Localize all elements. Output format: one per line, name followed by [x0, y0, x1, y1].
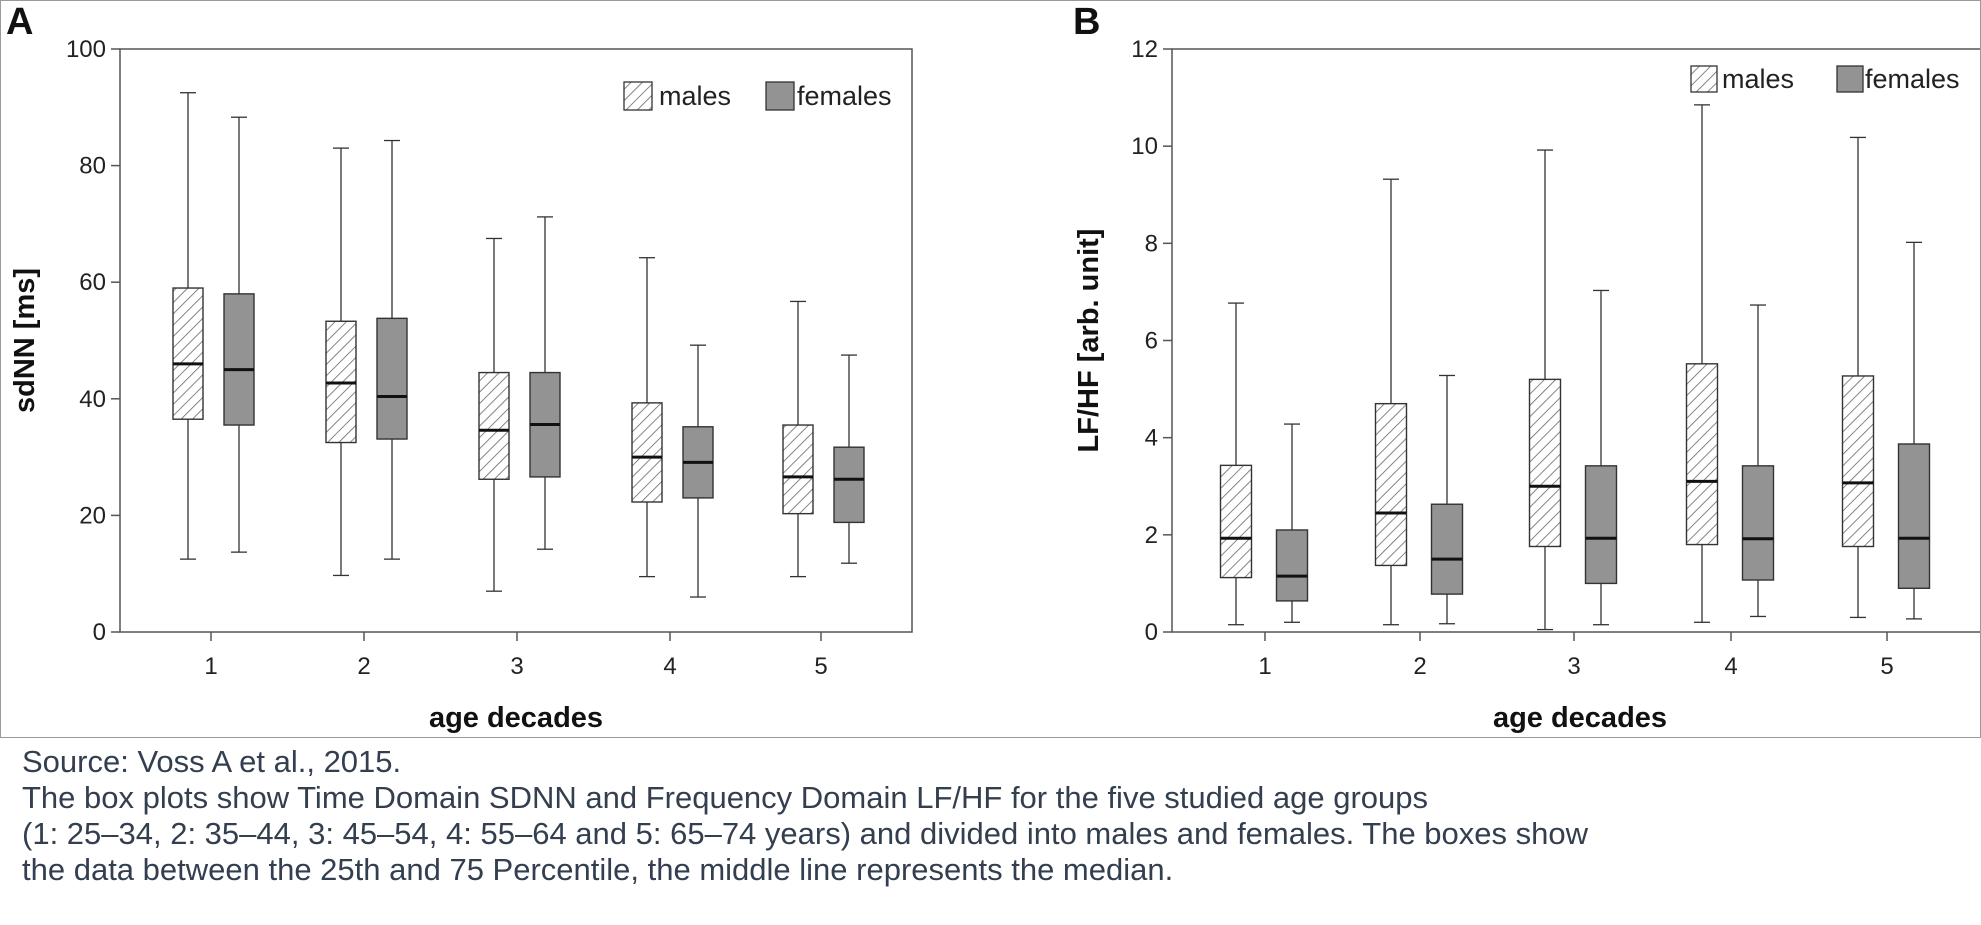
pa-x-axis-title: age decades	[429, 702, 603, 734]
pb-y-tick-label: 12	[1131, 36, 1158, 63]
pa-plot-frame	[119, 48, 913, 633]
pb-legend-swatch-males	[1690, 65, 1718, 93]
pb-males-3-box	[1528, 378, 1562, 548]
pa-x-tick-label: 5	[814, 653, 827, 680]
pa-y-tick-label: 40	[79, 386, 106, 413]
pa-legend-label-females: females	[797, 81, 892, 111]
pa-y-tick-label: 100	[66, 36, 106, 63]
pb-y-tick-label: 6	[1145, 328, 1158, 355]
pb-x-axis-title: age decades	[1493, 702, 1667, 734]
panel-letter-b: B	[1073, 1, 1100, 43]
pb-males-2-box	[1374, 402, 1408, 567]
caption-source: Source: Voss A et al., 2015.	[22, 744, 402, 779]
panel-letter-a: A	[6, 1, 33, 43]
pa-legend-label-males: males	[659, 81, 731, 111]
pa-x-tick-label: 2	[357, 653, 370, 680]
pb-y-tick-label: 2	[1145, 522, 1158, 549]
caption: Source: Voss A et al., 2015. The box plo…	[22, 744, 1962, 888]
pb-legend-swatch-females	[1836, 65, 1864, 93]
pb-y-tick-label: 0	[1145, 619, 1158, 646]
pa-legend-swatch-males	[623, 81, 653, 111]
pb-y-tick-label: 4	[1145, 425, 1158, 452]
caption-line-2: (1: 25–34, 2: 35–44, 3: 45–54, 4: 55–64 …	[22, 816, 1589, 851]
pa-females-2-box	[376, 317, 408, 440]
panel-a-sdnn-chart: A 0 20 40 60 80 100 1 2 3 4 5 age decades sdNN [ms] ma…	[6, 1, 913, 734]
pa-y-tick-label: 80	[79, 153, 106, 180]
pb-x-tick-label: 2	[1413, 653, 1426, 680]
figure: A 0 20 40 60 80 100 1 2 3 4 5 age decades sdNN [ms] ma…	[0, 0, 1981, 738]
pb-y-axis-title: LF/HF [arb. unit]	[1073, 229, 1105, 453]
pa-females-1-box	[223, 293, 255, 426]
pb-legend-label-males: males	[1722, 64, 1794, 94]
pb-x-tick-label: 5	[1880, 653, 1893, 680]
pb-x-tick-label: 4	[1724, 653, 1737, 680]
pb-y-tick-label: 10	[1131, 133, 1158, 160]
pb-males-1-box	[1219, 464, 1253, 579]
pb-males-5-box	[1841, 375, 1875, 548]
pa-males-5-box	[782, 424, 814, 515]
pa-males-4-box	[631, 402, 663, 503]
pa-x-tick-label: 1	[204, 653, 217, 680]
caption-line-1: The box plots show Time Domain SDNN and …	[22, 780, 1428, 815]
pb-legend-label-females: females	[1865, 64, 1960, 94]
pa-x-tick-label: 3	[510, 653, 523, 680]
pa-males-1-box	[172, 287, 204, 420]
pa-legend-swatch-females	[765, 81, 795, 111]
pa-y-tick-label: 60	[79, 269, 106, 296]
pa-females-5-box	[833, 446, 865, 524]
pb-females-4-box	[1741, 465, 1775, 581]
pb-females-2-box	[1430, 503, 1464, 595]
pa-y-tick-label: 0	[93, 619, 106, 646]
pb-x-tick-label: 1	[1258, 653, 1271, 680]
pa-males-3-box	[478, 371, 510, 480]
pb-y-tick-label: 8	[1145, 230, 1158, 257]
pb-females-5-box	[1897, 443, 1931, 589]
pb-x-tick-label: 3	[1567, 653, 1580, 680]
pa-y-axis-title: sdNN [ms]	[9, 268, 41, 413]
caption-line-3: the data between the 25th and 75 Percent…	[22, 852, 1174, 887]
pb-females-3-box	[1584, 465, 1618, 585]
pb-males-4-box	[1685, 363, 1719, 546]
pb-females-1-box	[1275, 529, 1309, 602]
pa-x-tick-label: 4	[663, 653, 676, 680]
pa-y-tick-label: 20	[79, 502, 106, 529]
